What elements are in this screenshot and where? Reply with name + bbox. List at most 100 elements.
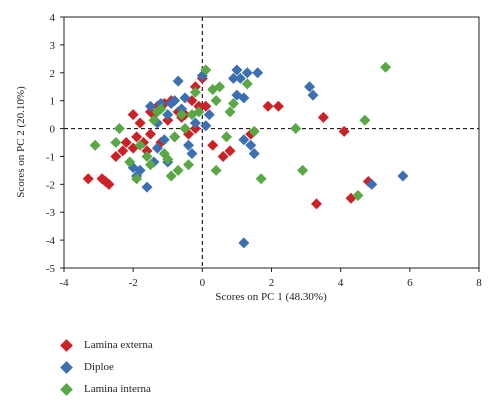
legend-label-lamina-interna: Lamina interna xyxy=(84,383,151,395)
point-lamina-interna xyxy=(255,173,267,185)
point-lamina-interna xyxy=(131,173,143,185)
point-diploe xyxy=(186,148,198,160)
point-diploe xyxy=(162,109,174,121)
point-lamina-externa xyxy=(207,139,219,151)
point-lamina-externa xyxy=(224,145,236,157)
legend-label-lamina-externa: Lamina externa xyxy=(84,339,153,351)
legend-item-lamina-externa: Lamina externa xyxy=(60,334,153,356)
point-diploe xyxy=(134,164,146,176)
reference-lines xyxy=(64,17,479,268)
point-lamina-interna xyxy=(110,137,122,148)
legend-swatch-lamina-interna xyxy=(60,382,73,396)
x-axis-title: Scores on PC 1 (48.30%) xyxy=(215,291,327,303)
x-tick-label: 0 xyxy=(200,277,206,289)
point-lamina-interna xyxy=(380,61,392,73)
series-lamina-interna xyxy=(89,61,392,201)
legend-label-diploe: Diploe xyxy=(84,361,114,373)
point-lamina-interna xyxy=(227,97,239,109)
point-diploe xyxy=(169,95,181,107)
point-lamina-interna xyxy=(352,189,364,201)
y-tick-label: -3 xyxy=(46,207,56,219)
point-diploe xyxy=(144,100,156,112)
point-lamina-externa xyxy=(103,178,115,190)
point-lamina-externa xyxy=(338,125,350,137)
point-lamina-interna xyxy=(193,106,205,118)
legend-swatch-diploe xyxy=(60,360,73,374)
point-diploe xyxy=(304,81,316,93)
point-diploe xyxy=(245,139,257,151)
point-lamina-interna xyxy=(144,159,156,171)
y-tick-label: 4 xyxy=(50,12,56,24)
y-tick-label: -1 xyxy=(46,151,55,163)
point-lamina-externa xyxy=(162,114,174,126)
point-diploe xyxy=(234,72,246,84)
point-lamina-externa xyxy=(217,150,229,162)
point-diploe xyxy=(172,75,184,87)
x-tick-label: -2 xyxy=(129,277,138,289)
point-lamina-interna xyxy=(290,123,302,135)
point-diploe xyxy=(183,139,194,151)
point-diploe xyxy=(155,97,167,109)
point-lamina-externa xyxy=(134,117,146,129)
point-diploe xyxy=(397,170,409,182)
legend-item-diploe: Diploe xyxy=(60,356,153,378)
point-lamina-externa xyxy=(82,173,94,185)
point-lamina-interna xyxy=(134,139,146,151)
point-lamina-interna xyxy=(221,131,233,143)
y-tick-label: -2 xyxy=(46,179,55,191)
point-lamina-interna xyxy=(89,139,101,151)
point-lamina-externa xyxy=(317,111,329,123)
point-diploe xyxy=(248,148,260,160)
point-lamina-interna xyxy=(169,131,181,143)
point-lamina-interna xyxy=(113,123,125,135)
point-lamina-externa xyxy=(189,123,201,135)
point-lamina-interna xyxy=(224,106,236,118)
point-lamina-interna xyxy=(359,114,371,126)
point-diploe xyxy=(252,67,264,79)
point-lamina-externa xyxy=(200,100,212,112)
point-lamina-interna xyxy=(165,170,177,182)
point-lamina-externa xyxy=(131,131,143,143)
y-tick-label: -5 xyxy=(46,263,56,275)
x-tick-label: 4 xyxy=(338,277,344,289)
point-diploe xyxy=(200,120,212,132)
point-lamina-externa xyxy=(193,100,205,112)
x-axis-ticks: -4 -2 0 2 4 6 8 xyxy=(59,268,482,289)
point-lamina-externa xyxy=(110,150,122,162)
point-diploe xyxy=(176,103,188,115)
point-lamina-interna xyxy=(176,109,188,121)
point-diploe xyxy=(307,89,319,101)
point-lamina-interna xyxy=(162,153,174,165)
point-diploe xyxy=(238,237,250,249)
y-tick-label: 3 xyxy=(50,40,56,52)
point-lamina-interna xyxy=(214,81,226,93)
point-diploe xyxy=(151,142,163,154)
point-lamina-externa xyxy=(117,145,129,157)
point-lamina-interna xyxy=(141,150,153,162)
point-diploe xyxy=(366,178,378,190)
point-diploe xyxy=(231,64,243,76)
point-lamina-interna xyxy=(210,95,222,107)
point-diploe xyxy=(179,92,191,104)
y-axis-title: Scores on PC 2 (20.10%) xyxy=(15,86,27,198)
x-tick-label: -4 xyxy=(59,277,69,289)
y-tick-label: 1 xyxy=(50,96,56,108)
x-tick-label: 2 xyxy=(269,277,275,289)
point-lamina-interna xyxy=(297,164,309,176)
legend: Lamina externa Diploe Lamina interna xyxy=(60,334,153,400)
point-lamina-externa xyxy=(144,128,156,140)
point-lamina-interna xyxy=(241,78,253,90)
point-lamina-interna xyxy=(179,123,191,135)
y-tick-label: -4 xyxy=(46,235,56,247)
point-diploe xyxy=(227,72,239,84)
series-lamina-externa xyxy=(82,72,374,210)
x-tick-label: 6 xyxy=(407,277,413,289)
y-tick-label: 2 xyxy=(50,68,56,80)
point-lamina-interna xyxy=(189,86,201,98)
point-lamina-externa xyxy=(189,81,201,93)
point-lamina-externa xyxy=(141,145,153,157)
point-lamina-interna xyxy=(248,125,260,137)
point-lamina-externa xyxy=(120,137,132,148)
point-lamina-interna xyxy=(148,114,160,126)
